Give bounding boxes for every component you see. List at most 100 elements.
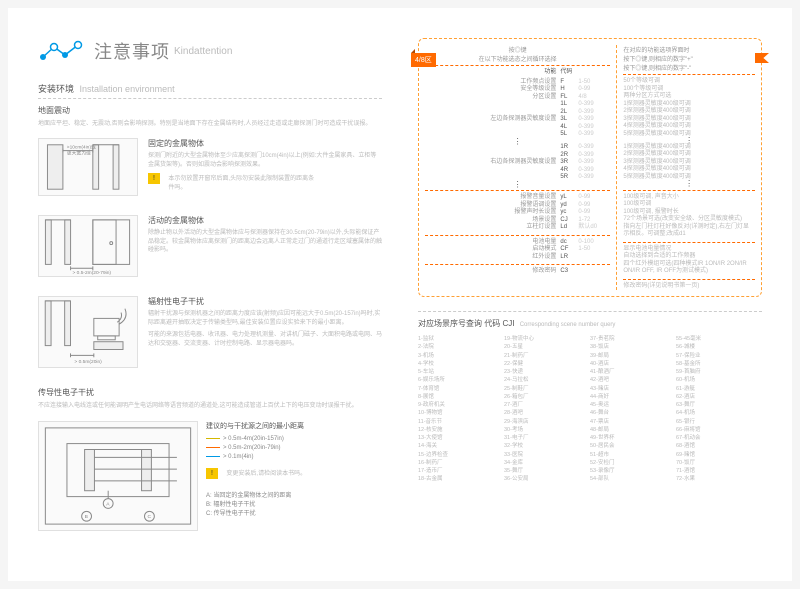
page-title-cn: 注意事项 [94,38,170,64]
zone-tab: 4/8区 [411,53,436,67]
scene-item: 37-贵茗院 [590,335,676,343]
scene-item: 29-海滨店 [504,418,590,426]
scene-item: 57-保险业 [676,352,762,360]
conductive-body: 不应连接输入电线连或任何能调明产生电话网络等语音频道的通道处,这可能造成管道上百… [38,402,382,410]
page-title-en: Kindattention [174,46,232,57]
moving-metal-body: 除静止物以外活动的大型金属物体应与探测器保持在30.5cm(20-79in)以外… [148,229,382,254]
legend-2: > 0.1m(4in) [223,454,254,460]
fn-row: 左边各探测器灵敏度设置 3L 0-399 [425,116,610,124]
scene-item: 55-45毫米 [676,335,762,343]
dim-05-2m: > 0.5-2m(20-79in) [73,270,112,276]
fixed-metal-body: 探测门附近的大型金属物体至少应离探测门10cm(4in)以上(例如:大件金属家具… [148,152,382,169]
moving-metal-title: 活动的金属物体 [148,215,382,226]
col-code: 代码 [560,69,578,77]
radiated-text: 辐射性电子干扰 辐射干扰源与探测机器之间的距离力度应该(射频)应因可能远大于0.… [148,296,382,373]
scene-item: 49-世界杯 [590,434,676,442]
scene-heading: 对应场景序号查询 代码 CJI Corresponding scene numb… [418,311,762,329]
scene-item: 23-快递 [504,368,590,376]
scene-item: 20-五星 [504,343,590,351]
svg-text:C: C [147,514,151,520]
conductive-section: 传导性电子干扰 不应连接输入电线连或任何能调明产生电话网络等语音频道的通道处,这… [38,387,382,535]
scene-item: 39-邮局 [590,352,676,360]
fn-row: 报警声时长设置 yc 0-99 [425,209,610,217]
scene-col: 55-45毫米56-城楼57-保险业58-基金所59-首脑府60-机场61-游艇… [676,335,762,484]
function-table-box: 4/8区 按◎键 在以下功能选态之间循环选择 功能 代码 工作频点设置 F 1-… [418,38,762,297]
conductive-title: 传导性电子干扰 [38,387,382,398]
scene-col: 1-监狱2-法院3-机场4-学校5-车站6-娱乐场所7-体育馆8-展馆9-政府机… [418,335,504,484]
fn-row: 报警音量设置 yL 0-99 [425,194,610,202]
fn-desc: 100级可调 [623,201,755,209]
scene-item: 10-博物馆 [418,409,504,417]
scene-item: 21-制药厂 [504,352,590,360]
scene-item: 45-奥运 [590,401,676,409]
scene-item: 43-赌店 [590,385,676,393]
fn-row: 红外设置 LR [425,254,610,262]
scene-item: 34-金库 [504,459,590,467]
fn-row: 分区设置 FL 4/8 [425,94,610,102]
scene-item: 60-机场 [676,376,762,384]
scene-item: 70-饭厅 [676,459,762,467]
fn-desc: 1探测器灵敏度400级可调 [623,101,755,109]
radiated-body: 辐射干扰源与探测机器之间的距离力度应该(射频)应因可能远大于0.5m(20-15… [148,310,382,327]
legend-row-0: > 0.5m-4m(20in-157in) [206,435,382,444]
scene-item: 28-酒吧 [504,409,590,417]
scene-item: 1-监狱 [418,335,504,343]
scene-item: 15-边界检查 [418,451,504,459]
scene-item: 6-娱乐场所 [418,376,504,384]
fn-desc: 100个等级可调 [623,86,755,94]
scene-item: 53-录像厅 [590,467,676,475]
scene-item: 26-箱包厂 [504,393,590,401]
scene-item: 13-大使馆 [418,434,504,442]
fn-row: 立柱灯设置 Ld 默认d0 [425,224,610,232]
radiated-title: 辐射性电子干扰 [148,296,382,307]
install-heading: 安装环境 Installation environment [38,82,382,99]
warning-icon: ! [148,173,160,184]
min-distance-block: A B C 建议的与干扰源之间的最小距离 > 0.5m-4m(20in-157i… [38,421,382,536]
fn-row: 右边各探测器灵敏度设置 3R 0-399 [425,159,610,167]
install-heading-en: Installation environment [80,84,175,94]
fixed-metal-text: 固定的金属物体 探测门附近的大型金属物体至少应离探测门10cm(4in)以上(例… [148,138,382,201]
fn-row: 电池电量 dc 0-100 [425,239,610,247]
ribbon-icon [755,53,769,63]
fixed-metal-row: >10cm(4in)或 更大宽为佳 固定的金属物体 探测门附近的大型金属物体至少… [38,138,382,201]
min-distance-title: 建议的与干扰源之间的最小距离 [206,421,382,431]
scene-item: 48-邮局 [590,426,676,434]
scene-item: 7-体育馆 [418,385,504,393]
fn-desc: 4探测器灵敏度400级可调 [623,166,755,174]
moving-metal-row: > 0.5-2m(20-79in) 活动的金属物体 除静止物以外活动的大型金属物… [38,215,382,282]
function-table-left: 按◎键 在以下功能选态之间循环选择 功能 代码 工作频点设置 F 1-50 安全… [419,45,617,290]
scene-item: 38-饭店 [590,343,676,351]
fn-desc: 2探测器灵敏度400级可调 [623,108,755,116]
moving-metal-diagram: > 0.5-2m(20-79in) [38,215,138,282]
scene-item: 25-制鞋厂 [504,385,590,393]
scene-item: 12-核安施 [418,426,504,434]
scene-col: 37-贵茗院38-饭店39-邮局40-酒店41-酿酒厂42-酒吧43-赌店44-… [590,335,676,484]
scene-item: 24-马拉松 [504,376,590,384]
scene-item: 40-酒店 [590,360,676,368]
scene-heading-cn: 对应场景序号查询 代码 CJI [418,319,514,328]
scene-item: 72-水果 [676,475,762,483]
function-table-right: 在对应的功能选项界面时 按下◎键,则相应的数字"+" 按下◎键,则相应的数字"-… [617,45,761,290]
fixed-metal-title: 固定的金属物体 [148,138,382,149]
scene-item: 64-机场 [676,409,762,417]
right-column: 4/8区 按◎键 在以下功能选态之间循环选择 功能 代码 工作频点设置 F 1-… [400,8,792,581]
scene-item: 65-银行 [676,418,762,426]
scene-heading-en: Corresponding scene number query [520,322,616,328]
fn-row: 修改密码 C3 [425,268,610,276]
scene-item: 59-首脑府 [676,368,762,376]
scene-item: 51-超市 [590,451,676,459]
scene-item: 27-酒厂 [504,401,590,409]
scene-item: 56-城楼 [676,343,762,351]
scene-item: 42-酒吧 [590,376,676,384]
min-distance-diagram: A B C [38,421,198,536]
fn-desc: 3探测器灵敏度400级可调 [623,159,755,167]
min-distance-legend: 建议的与干扰源之间的最小距离 > 0.5m-4m(20in-157in) > 0… [198,421,382,536]
fn-desc: 修改密码(详见说明书第一页) [623,283,755,291]
legend-row-1: > 0.5m-2m(20in-79in) [206,444,382,453]
scene-item: 50-居民会 [590,442,676,450]
fn-desc: 72个场景可选(改变安全级、分区灵敏度模式) [623,216,755,224]
logo-molecule-icon [38,40,84,62]
fn-row: 启动模式 CF 1-50 [425,246,610,254]
scene-item: 33-医院 [504,451,590,459]
left-column: 注意事项 Kindattention 安装环境 Installation env… [8,8,400,581]
